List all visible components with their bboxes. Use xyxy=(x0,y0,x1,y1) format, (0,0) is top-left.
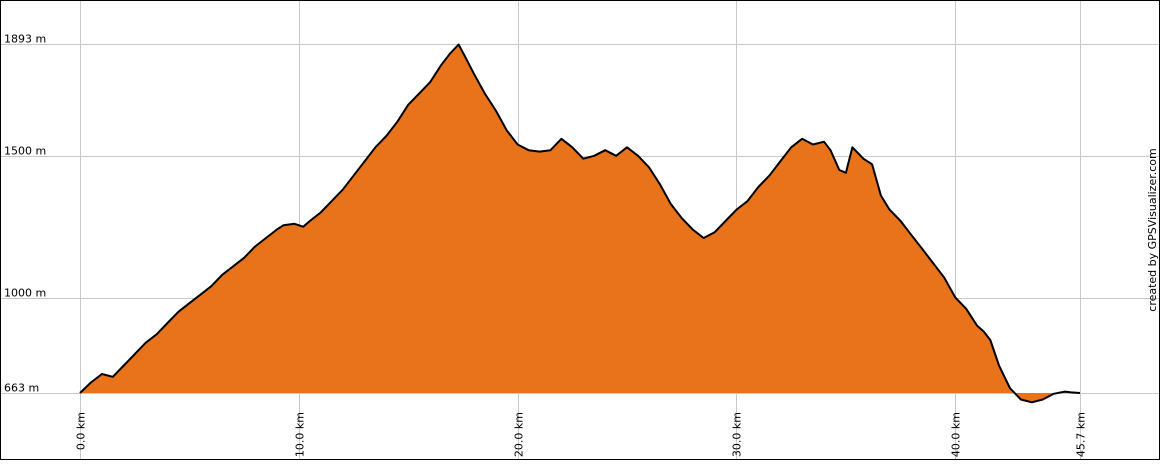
elevation-area xyxy=(80,44,1080,403)
x-tick-label: 45.7 km xyxy=(1075,412,1088,457)
x-tick-labels: 0.0 km 10.0 km 20.0 km 30.0 km 40.0 km 45.7 k… xyxy=(75,412,1088,457)
x-tick-label: 40.0 km xyxy=(950,412,963,457)
y-tick-label: 663 m xyxy=(4,382,39,395)
y-tick-labels: 663 m 1000 m 1500 m 1893 m xyxy=(4,33,46,395)
y-tick-label: 1893 m xyxy=(4,33,46,46)
x-tick-label: 30.0 km xyxy=(731,412,744,457)
x-tick-label: 10.0 km xyxy=(294,412,307,457)
credit-text: created by GPSVisualizer.com xyxy=(1146,148,1159,311)
elevation-line xyxy=(79,43,1081,404)
x-tick-label: 0.0 km xyxy=(75,412,88,450)
y-tick-label: 1500 m xyxy=(4,145,46,158)
y-tick-label: 1000 m xyxy=(4,287,46,300)
x-tick-label: 20.0 km xyxy=(513,412,526,457)
